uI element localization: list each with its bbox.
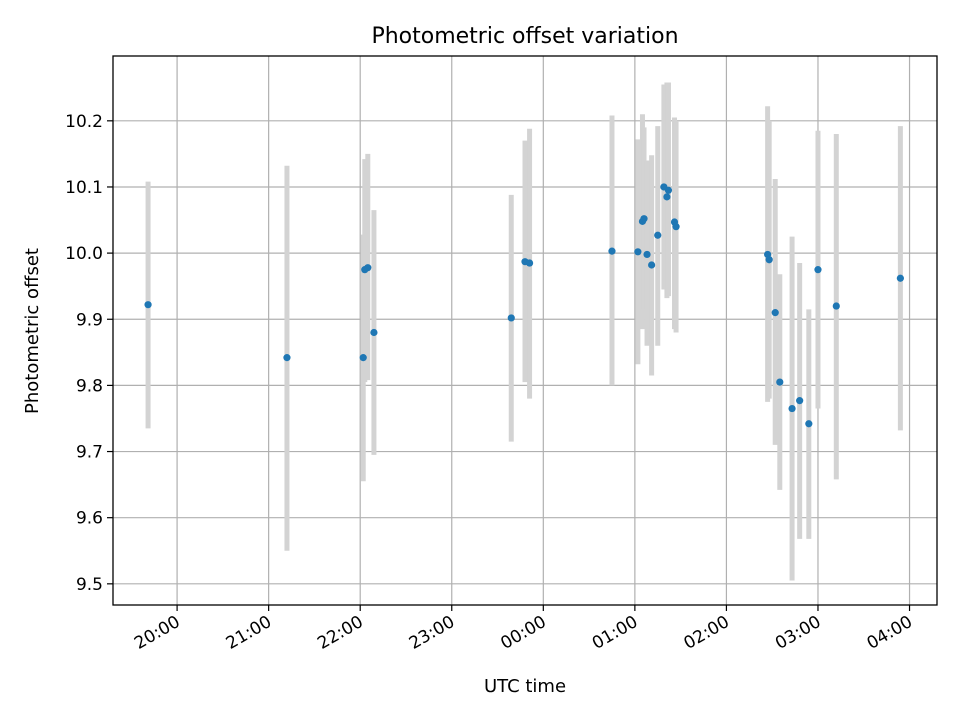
data-point	[776, 378, 784, 386]
plot-frame	[112, 55, 938, 606]
data-point	[608, 247, 616, 255]
y-tick-label: 9.9	[76, 310, 103, 330]
data-point	[805, 420, 813, 428]
data-point	[525, 259, 534, 267]
data-point	[796, 397, 804, 405]
data-point	[144, 301, 152, 309]
data-point	[370, 328, 378, 337]
data-point	[814, 266, 822, 274]
y-tick-label: 9.8	[76, 376, 103, 396]
y-tick-label: 10.1	[65, 178, 103, 198]
data-point	[283, 354, 291, 362]
data-point	[771, 309, 779, 317]
y-tick-label: 9.5	[76, 575, 103, 595]
y-axis-label: Photometric offset	[22, 248, 43, 414]
data-point	[364, 264, 372, 272]
data-point	[359, 354, 367, 362]
data-point	[640, 215, 648, 223]
data-point	[648, 261, 656, 269]
data-point	[832, 302, 840, 310]
data-point	[765, 256, 773, 264]
data-point	[507, 314, 515, 322]
data-point	[654, 231, 662, 239]
data-point	[663, 193, 671, 201]
data-point	[788, 404, 796, 413]
y-tick-label: 9.7	[76, 443, 103, 463]
data-points	[144, 183, 904, 428]
data-point	[643, 250, 651, 259]
y-tick-label: 10.2	[65, 112, 103, 132]
chart-title: Photometric offset variation	[371, 24, 678, 49]
data-point	[672, 223, 680, 231]
data-point	[896, 274, 904, 282]
data-point	[634, 248, 642, 256]
y-tick-label: 9.6	[76, 509, 103, 529]
x-axis-label: UTC time	[484, 676, 566, 697]
data-point	[664, 186, 673, 194]
y-tick-label: 10.0	[65, 244, 103, 264]
y-axis-ticks: 9.5 9.6 9.7 9.8 9.9 10.0 10.1 10.2	[65, 112, 113, 595]
